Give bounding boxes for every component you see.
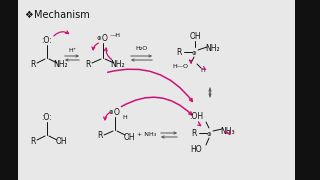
- Text: ⊕: ⊕: [97, 35, 101, 40]
- Text: H⁺: H⁺: [68, 48, 76, 53]
- Text: ❖: ❖: [24, 10, 33, 20]
- Text: ⊕: ⊕: [192, 51, 196, 55]
- Text: R: R: [30, 60, 36, 69]
- Text: + NH₃: + NH₃: [137, 132, 156, 138]
- Text: :OH: :OH: [189, 111, 203, 120]
- Text: H₂O: H₂O: [135, 46, 147, 51]
- Text: R: R: [85, 60, 91, 69]
- Text: OH: OH: [189, 31, 201, 40]
- Text: R: R: [176, 48, 182, 57]
- Text: H: H: [123, 114, 127, 120]
- Text: R: R: [97, 132, 103, 141]
- Text: NH₂: NH₂: [206, 44, 220, 53]
- Text: OH: OH: [55, 136, 67, 145]
- Text: O: O: [114, 107, 120, 116]
- Text: —H: —H: [109, 33, 121, 37]
- Bar: [295, 0, 320, 180]
- Text: HO: HO: [190, 145, 202, 154]
- Text: NH₂: NH₂: [54, 60, 68, 69]
- Text: H: H: [201, 68, 205, 73]
- Text: H—O: H—O: [172, 64, 188, 69]
- Text: Mechanism: Mechanism: [34, 10, 90, 20]
- Text: ⊕: ⊕: [109, 109, 113, 114]
- Text: NH₃: NH₃: [221, 127, 235, 136]
- Text: :O:: :O:: [42, 35, 52, 44]
- Text: ⊕: ⊕: [207, 132, 211, 136]
- Text: NH₂: NH₂: [111, 60, 125, 69]
- Text: OH: OH: [123, 134, 135, 143]
- Text: :O:: :O:: [42, 112, 52, 122]
- Bar: [0, 0, 18, 180]
- Text: R: R: [30, 136, 36, 145]
- Text: O: O: [102, 33, 108, 42]
- Text: R: R: [191, 129, 197, 138]
